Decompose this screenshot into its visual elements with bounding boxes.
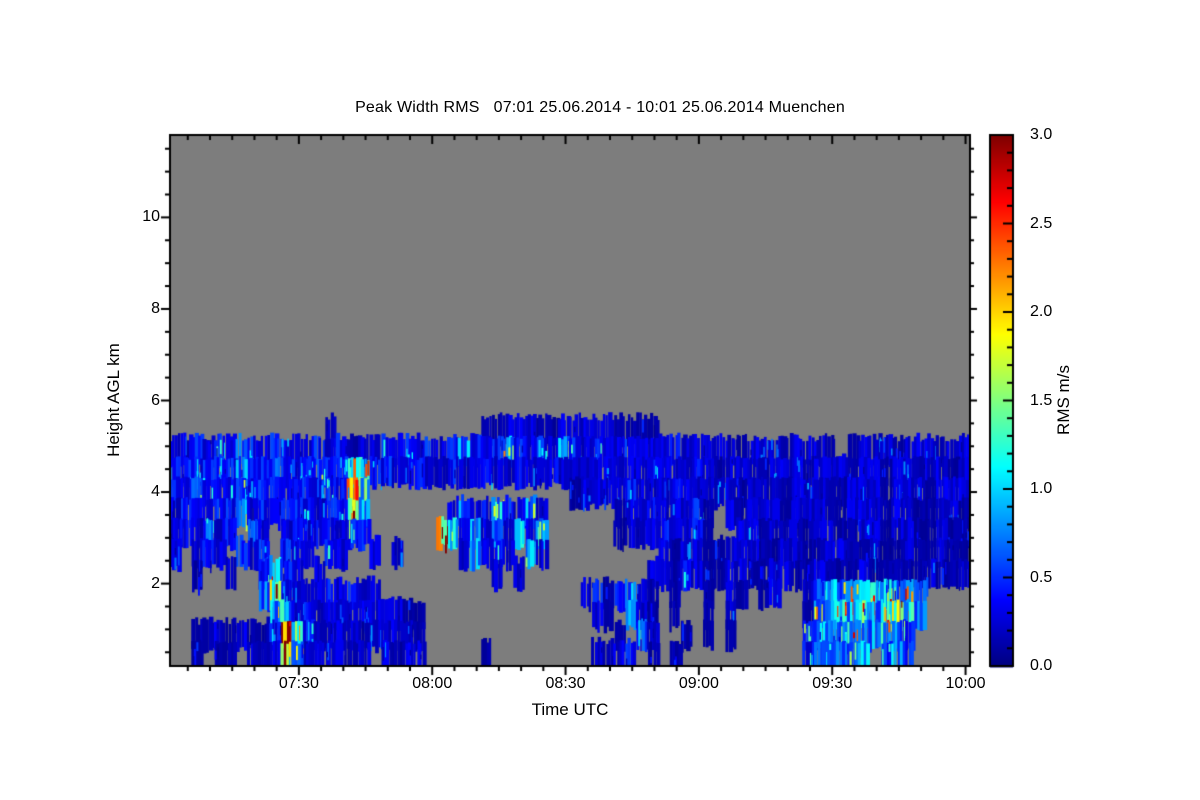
colorbar-tick-label: 3.0 (1030, 126, 1053, 143)
y-tick-label: 10 (142, 208, 160, 226)
colorbar-tick-label: 2.0 (1030, 303, 1053, 320)
y-tick-label: 6 (151, 391, 160, 409)
x-tick-label: 08:30 (545, 675, 586, 692)
x-tick-label: 09:30 (812, 675, 853, 692)
x-tick-label: 10:00 (945, 675, 986, 692)
x-axis-label: Time UTC (531, 700, 609, 719)
y-tick-label: 2 (151, 574, 160, 592)
colorbar-tick-label: 2.5 (1030, 214, 1053, 232)
x-tick-label: 07:30 (278, 675, 319, 692)
x-tick-label: 08:00 (412, 675, 453, 692)
colorbar-tick-label: 1.0 (1030, 480, 1053, 497)
chart-title: Peak Width RMS 07:01 25.06.2014 - 10:01 … (355, 99, 845, 116)
colorbar-tick-label: 1.5 (1030, 391, 1053, 409)
colorbar-tick-label: 0.0 (1030, 657, 1053, 674)
colorbar-tick-label: 0.5 (1030, 568, 1053, 586)
x-tick-label: 09:00 (678, 675, 719, 692)
y-tick-label: 8 (151, 299, 160, 317)
y-tick-label: 4 (151, 483, 160, 501)
